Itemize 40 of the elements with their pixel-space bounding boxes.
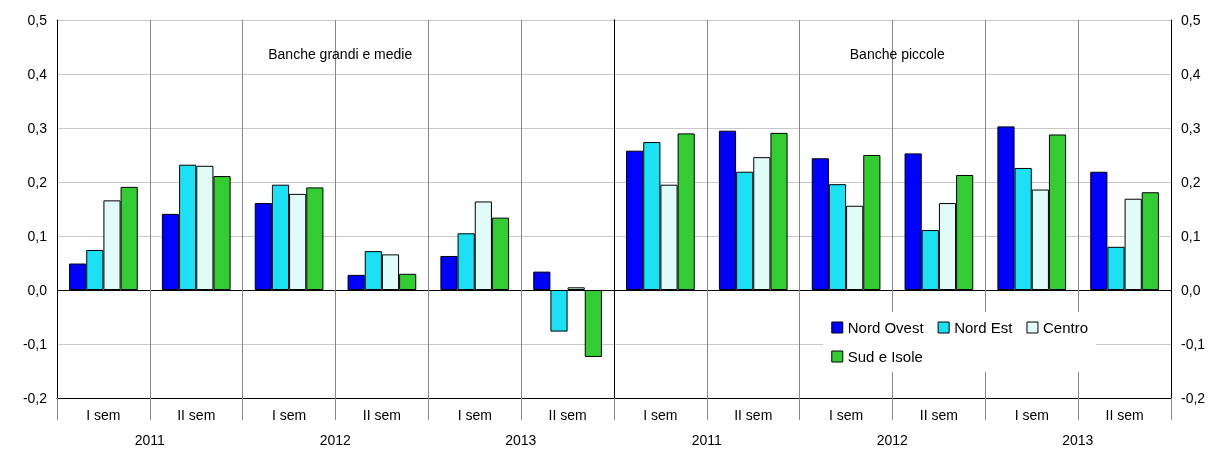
x-tick-label: II sem <box>362 407 401 423</box>
legend-label: Nord Est <box>953 319 1013 336</box>
y-tick-label: 0,4 <box>1180 66 1201 82</box>
y-tick-label: 0,0 <box>27 282 48 298</box>
x-tick-label: II sem <box>1105 407 1144 423</box>
x-tick-label: II sem <box>548 407 587 423</box>
text: 2013 <box>505 432 537 448</box>
x-tick-label: I sem <box>86 407 121 423</box>
x-tick-label: I sem <box>457 407 492 423</box>
y-tick-label: 0,1 <box>1180 228 1201 244</box>
text: 2011 <box>691 432 722 448</box>
y-tick-label: 0,5 <box>1180 12 1201 28</box>
x-tick-label: I sem <box>271 407 307 423</box>
text: 2012 <box>876 432 908 448</box>
legend-label: Sud e Isole <box>847 348 923 365</box>
x-tick-label: II sem <box>733 407 772 423</box>
text: Banche piccole <box>849 46 945 62</box>
y-tick-label: 0,4 <box>27 66 48 82</box>
y-tick-label: -0,2 <box>1180 390 1205 406</box>
x-tick-label: I sem <box>828 407 863 423</box>
text: Banche grandi e medie <box>268 46 413 62</box>
legend-label: Centro <box>1042 319 1088 336</box>
y-tick-label: 0,2 <box>1180 174 1201 190</box>
y-tick-label: 0,3 <box>27 120 48 136</box>
y-tick-label: 0,5 <box>27 12 48 28</box>
y-tick-label: 0,0 <box>1180 282 1201 298</box>
text: 2012 <box>319 432 352 448</box>
x-tick-label: I sem <box>642 407 678 423</box>
x-tick-label: II sem <box>919 407 958 423</box>
y-tick-label: -0,1 <box>1180 336 1205 352</box>
legend-label: Nord Ovest <box>847 319 924 336</box>
y-tick-label: 0,2 <box>27 174 48 190</box>
y-tick-label: -0,2 <box>22 390 48 406</box>
text: 2013 <box>1061 432 1094 448</box>
x-tick-label: I sem <box>1014 407 1049 423</box>
x-tick-label: II sem <box>177 407 216 423</box>
y-tick-label: 0,3 <box>1180 120 1201 136</box>
text: 2011 <box>134 432 166 448</box>
y-tick-label: 0,1 <box>27 228 48 244</box>
y-tick-label: -0,1 <box>22 336 48 352</box>
